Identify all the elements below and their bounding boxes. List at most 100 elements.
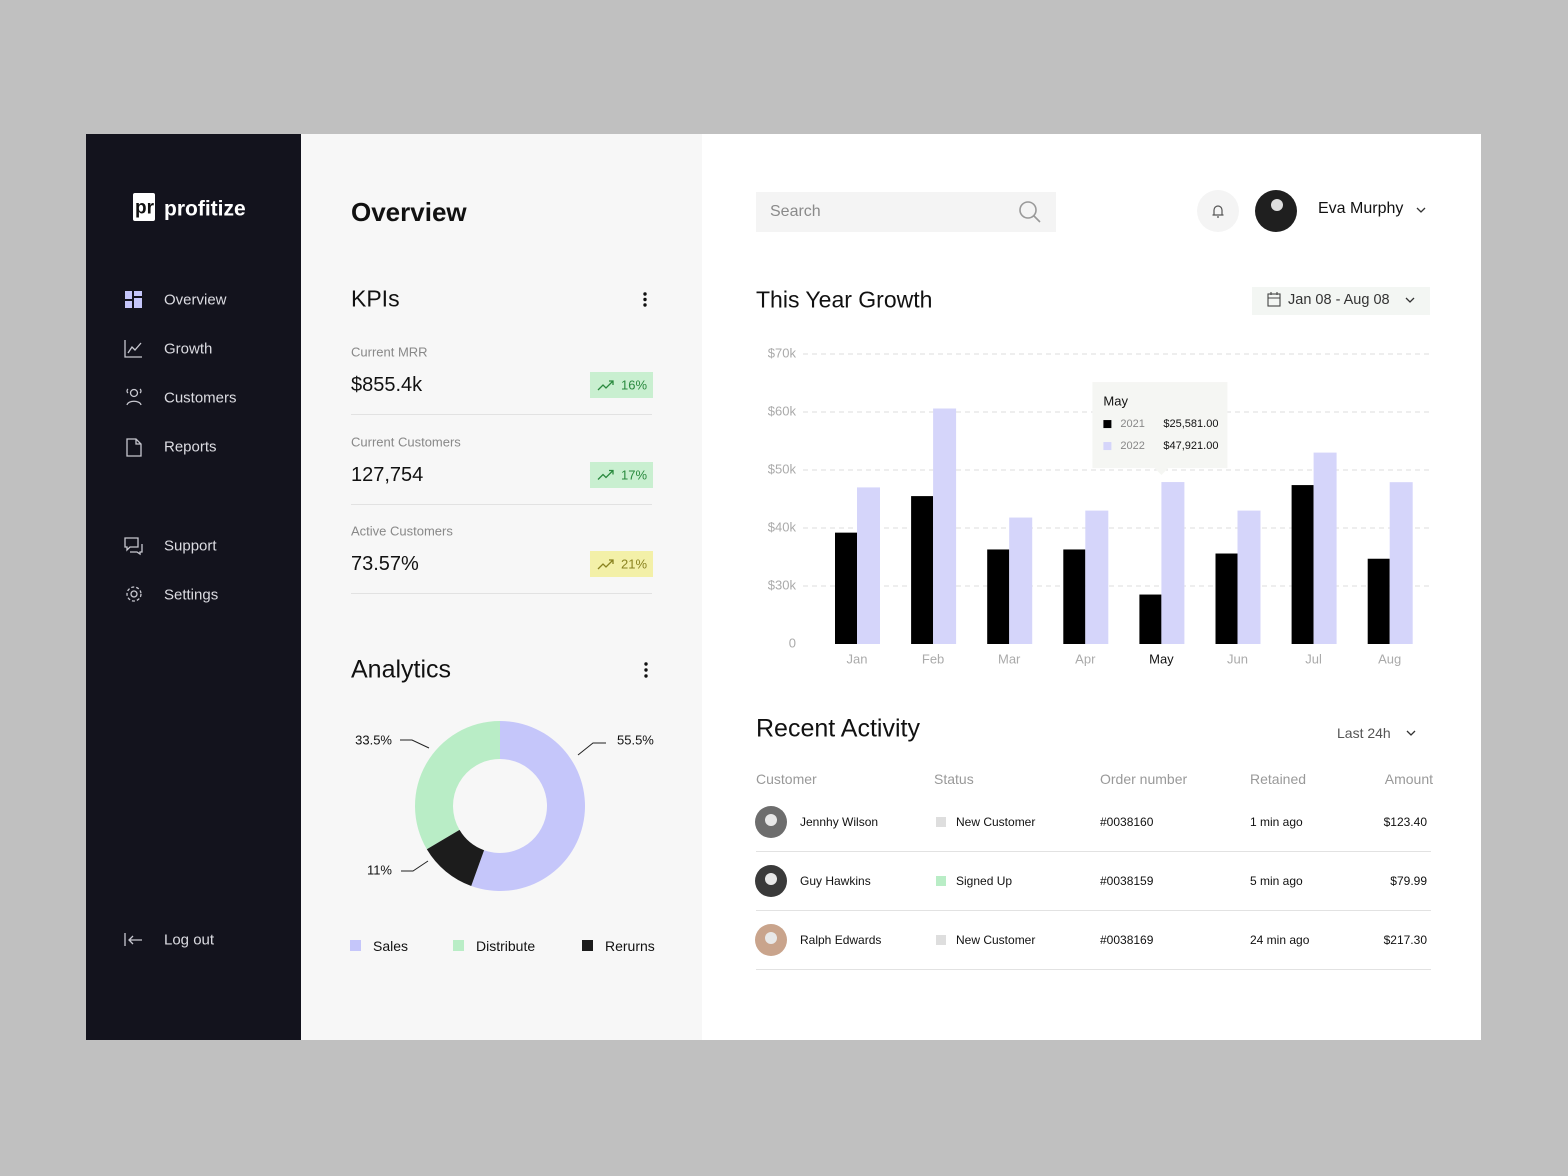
kpi-label: Current MRR bbox=[351, 344, 428, 360]
kpi-badge bbox=[590, 461, 653, 488]
bar bbox=[1367, 558, 1390, 644]
bar bbox=[1085, 510, 1109, 644]
search-icon[interactable] bbox=[1019, 201, 1041, 223]
x-tick-label: Aug bbox=[1378, 651, 1401, 666]
donut-slice bbox=[414, 721, 500, 850]
customer-name: Ralph Edwards bbox=[800, 933, 882, 947]
bar bbox=[857, 487, 880, 644]
bar bbox=[987, 549, 1010, 644]
activity-title: Recent Activity bbox=[756, 714, 920, 743]
amount: $217.30 bbox=[1383, 933, 1427, 947]
kpi-value: 73.57% bbox=[351, 553, 419, 575]
sidebar-icons bbox=[124, 291, 143, 946]
bar bbox=[835, 532, 857, 644]
search-placeholder[interactable]: Search bbox=[770, 203, 821, 220]
status-dot bbox=[936, 935, 946, 945]
activity-filter[interactable]: Last 24h bbox=[1337, 725, 1391, 741]
kpi-divider bbox=[351, 503, 652, 505]
x-tick-label: Feb bbox=[922, 651, 944, 666]
y-tick-label: $70k bbox=[768, 345, 797, 360]
logo-mark-box bbox=[133, 193, 155, 221]
status-dot bbox=[936, 876, 946, 886]
legend-swatch bbox=[453, 940, 464, 951]
brand: profitize bbox=[164, 197, 246, 221]
tooltip-box bbox=[1092, 382, 1228, 469]
bar bbox=[933, 408, 957, 644]
legend-swatch bbox=[350, 940, 361, 951]
kpi-badge bbox=[590, 551, 653, 577]
menu-dots[interactable] bbox=[643, 292, 648, 678]
legend-label: Distribute bbox=[476, 938, 536, 954]
nav-item[interactable]: Customers bbox=[164, 389, 237, 407]
nav-item[interactable]: Reports bbox=[164, 438, 217, 456]
tooltip-value: $25,581.00 bbox=[1163, 418, 1218, 430]
kpi-label: Current Customers bbox=[351, 434, 461, 449]
trend-icon bbox=[597, 380, 614, 391]
bar bbox=[1161, 482, 1185, 644]
kpi-badge bbox=[590, 372, 653, 398]
y-tick-label: $60k bbox=[768, 403, 797, 418]
page-title: Overview bbox=[351, 197, 467, 227]
status-dot bbox=[936, 817, 946, 827]
row-divider bbox=[756, 910, 1431, 911]
order-number: #0038169 bbox=[1100, 933, 1154, 947]
column-header: Order number bbox=[1100, 771, 1188, 787]
logout[interactable]: Log out bbox=[164, 931, 215, 949]
avatar-face bbox=[765, 814, 777, 826]
kpi-divider bbox=[351, 593, 652, 594]
x-tick-label: Mar bbox=[998, 651, 1021, 666]
kpi-value: 127,754 bbox=[351, 463, 424, 486]
legend-label: Rerurns bbox=[605, 938, 655, 954]
row-divider bbox=[756, 969, 1431, 970]
kpi-divider bbox=[351, 414, 652, 415]
kpi-change: 21% bbox=[621, 556, 648, 572]
bell-icon bbox=[1212, 205, 1224, 218]
avatar-face bbox=[765, 873, 777, 885]
x-tick-label: Jun bbox=[1227, 651, 1248, 666]
logo-mark: pr bbox=[135, 197, 154, 219]
y-tick-label: $30k bbox=[768, 577, 797, 592]
y-tick-label: $40k bbox=[768, 519, 797, 534]
row-divider bbox=[756, 851, 1431, 852]
legend-swatch bbox=[582, 940, 593, 951]
status: New Customer bbox=[956, 933, 1036, 947]
tooltip-series: 2021 bbox=[1120, 418, 1144, 430]
user-name[interactable]: Eva Murphy bbox=[1318, 200, 1404, 217]
chevrons[interactable] bbox=[1405, 207, 1426, 736]
amount: $79.99 bbox=[1390, 874, 1427, 888]
date-range-box[interactable] bbox=[1252, 287, 1430, 315]
y-tick-label: $50k bbox=[768, 461, 797, 476]
search-box[interactable] bbox=[756, 192, 1056, 232]
nav-item[interactable]: Growth bbox=[164, 340, 213, 358]
tooltip-value: $47,921.00 bbox=[1163, 440, 1218, 452]
leader-line bbox=[400, 739, 430, 749]
donut-slice bbox=[426, 829, 485, 886]
x-tick-label: Jul bbox=[1305, 651, 1322, 666]
kpi-change: 17% bbox=[621, 467, 648, 482]
donut-slice bbox=[471, 721, 586, 891]
nav-item[interactable]: Settings bbox=[164, 586, 219, 604]
nav-item[interactable]: Support bbox=[164, 537, 217, 555]
bar bbox=[1291, 485, 1314, 644]
nav-item[interactable]: Overview bbox=[164, 291, 227, 309]
slice-label: 11% bbox=[367, 862, 392, 877]
bar bbox=[1009, 517, 1033, 644]
bell-button[interactable] bbox=[1197, 190, 1239, 232]
kpi-label: Active Customers bbox=[351, 523, 453, 539]
date-range[interactable]: Jan 08 - Aug 08 bbox=[1288, 291, 1390, 308]
user-avatar[interactable] bbox=[1255, 190, 1297, 232]
customer-name: Jennhy Wilson bbox=[800, 815, 879, 829]
retained: 24 min ago bbox=[1250, 933, 1310, 947]
x-tick-label: May bbox=[1149, 651, 1174, 666]
kpi-change: 16% bbox=[621, 377, 648, 393]
avatar-face bbox=[1271, 199, 1283, 211]
sidebar bbox=[86, 134, 301, 1040]
column-header: Status bbox=[934, 771, 974, 787]
kpi-value: $855.4k bbox=[351, 374, 423, 396]
tooltip-swatch bbox=[1103, 442, 1112, 451]
y-tick-label: 0 bbox=[789, 635, 796, 650]
leader-line bbox=[577, 742, 606, 756]
chart-title: This Year Growth bbox=[756, 286, 933, 313]
bar bbox=[911, 496, 934, 644]
